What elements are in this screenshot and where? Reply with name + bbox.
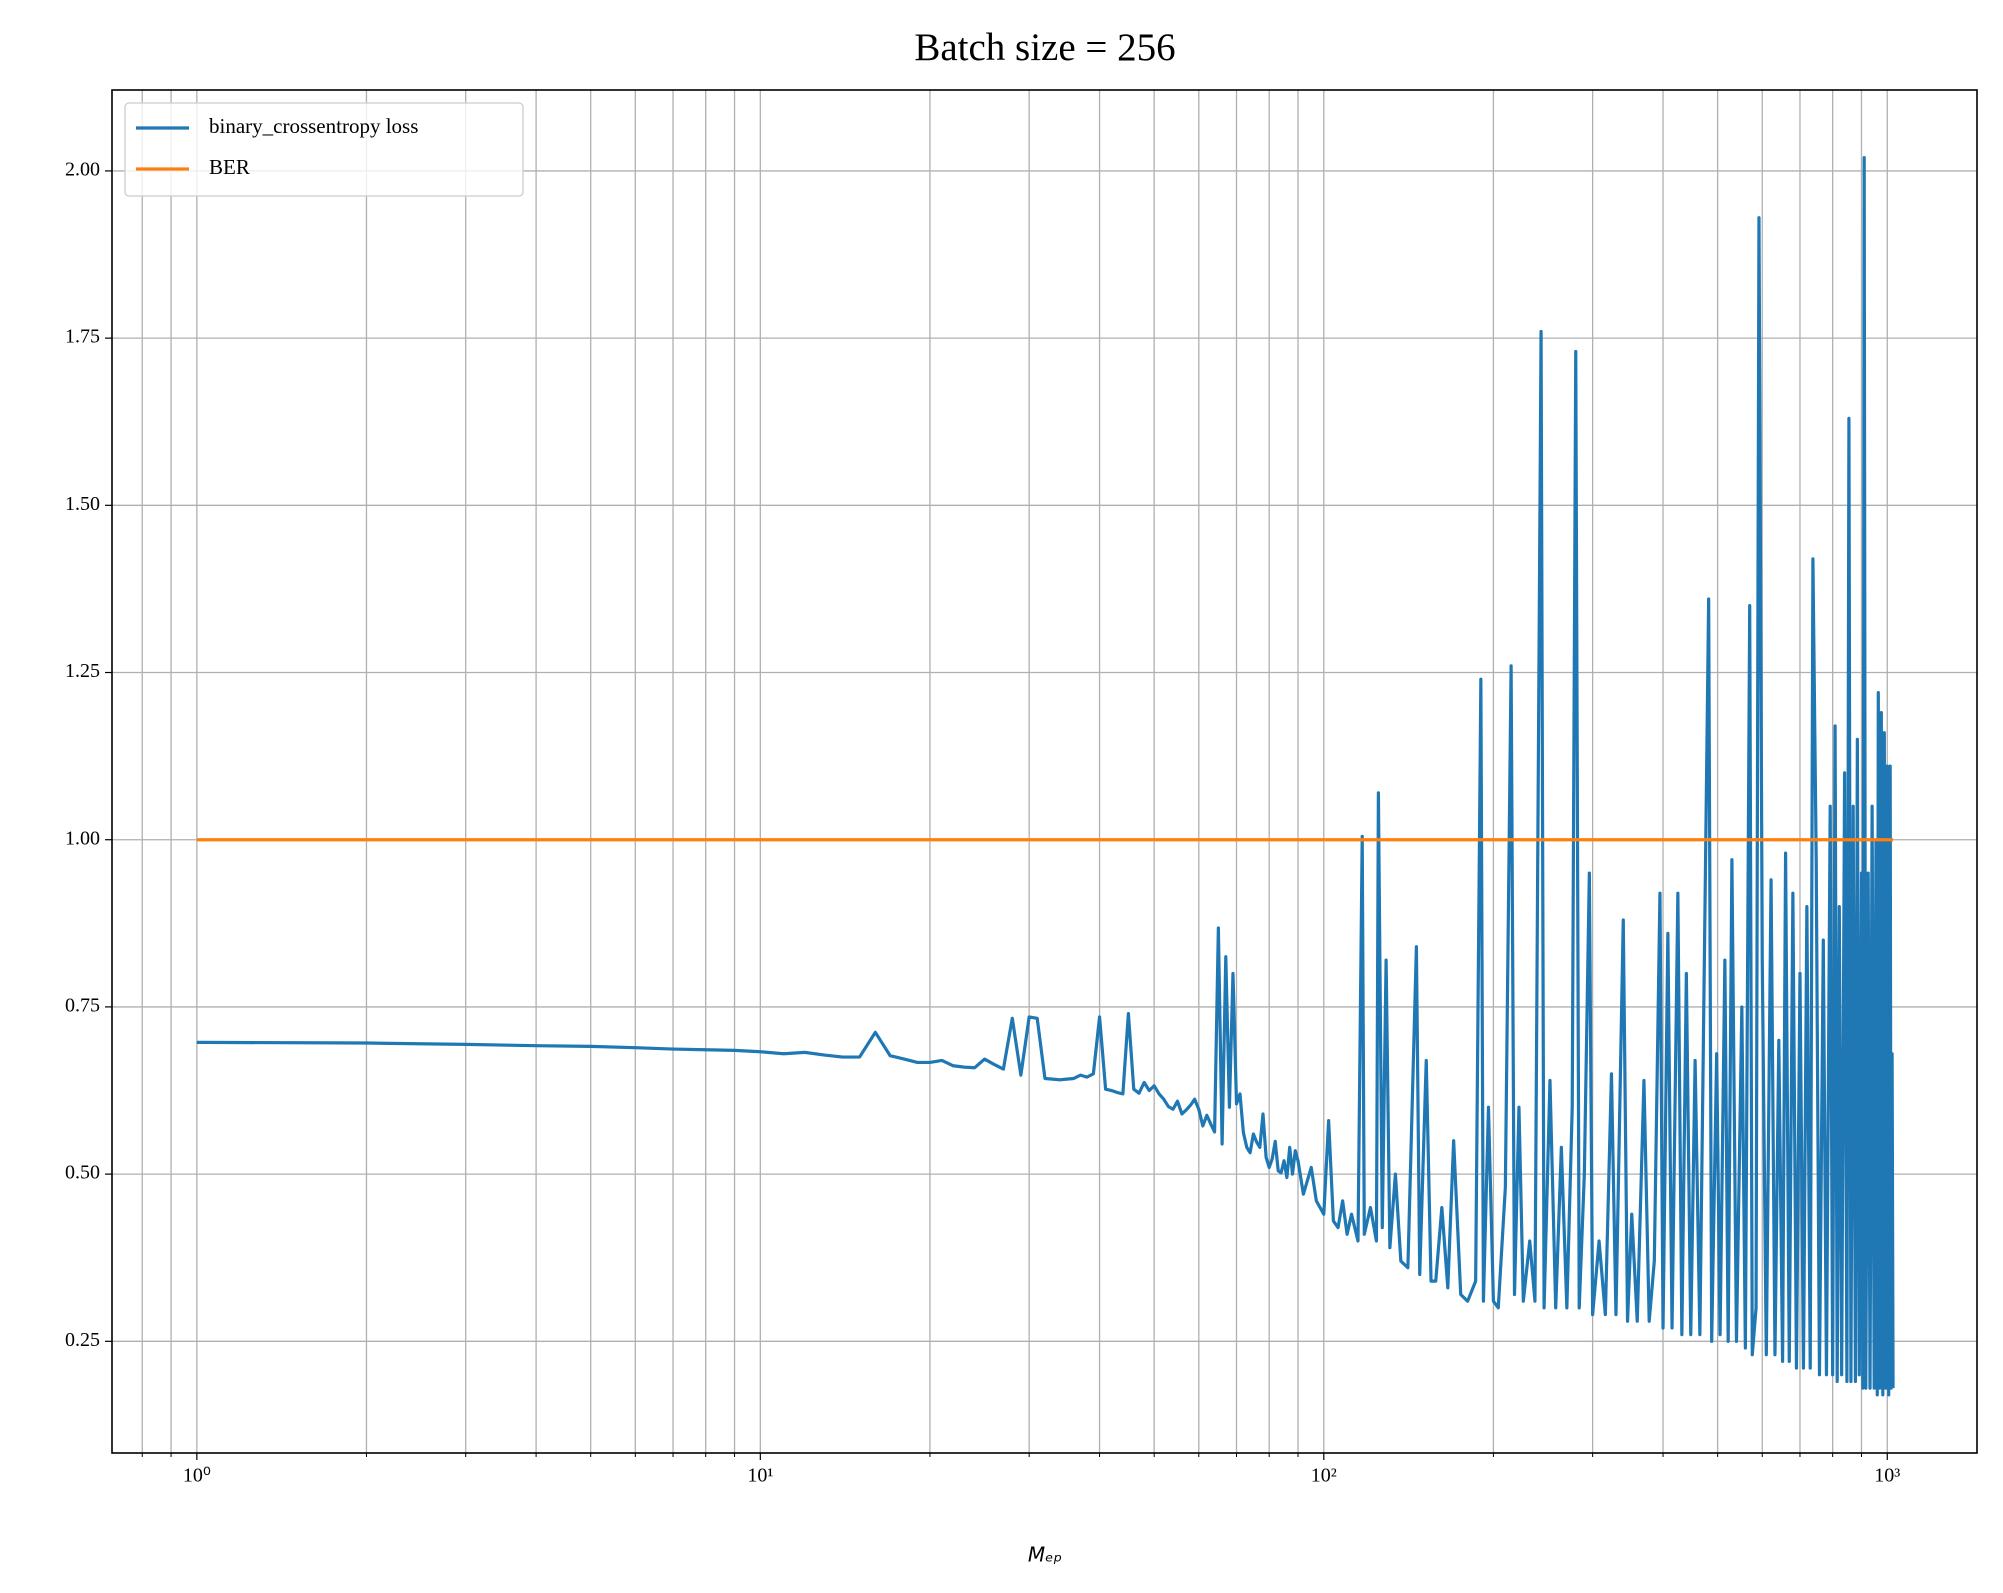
y-tick-label: 1.25 — [65, 660, 100, 682]
axes: 10⁰ 10¹ 10² 10³ 0.25 0.50 0.75 1.00 1.25 1.50 1.75… — [65, 89, 1978, 1487]
axes-frame — [111, 89, 1978, 1454]
y-tick-label: 2.00 — [65, 159, 100, 181]
y-tick-label: 1.50 — [65, 493, 100, 515]
legend-label: binary_crossentropy loss — [209, 114, 418, 138]
y-tick-label: 1.00 — [65, 827, 100, 849]
y-tick-label: 0.75 — [65, 995, 100, 1017]
x-tick-label: 10⁰ — [183, 1465, 211, 1487]
grid — [112, 90, 1977, 1453]
y-tick-label: 0.50 — [65, 1162, 100, 1184]
y-tick-label: 0.25 — [65, 1329, 100, 1351]
x-axis-label: Mₑₚ — [1028, 1543, 1062, 1567]
legend-box — [124, 102, 524, 197]
x-tick-label: 10³ — [1874, 1465, 1900, 1487]
x-tick-label: 10¹ — [747, 1465, 773, 1487]
plot-area — [196, 155, 1895, 1397]
legend-label: BER — [209, 155, 250, 179]
chart-title: Batch size = 256 — [914, 26, 1175, 69]
series-line — [196, 155, 1895, 1397]
y-tick-label: 1.75 — [65, 326, 100, 348]
x-tick-label: 10² — [1311, 1465, 1337, 1487]
legend: binary_crossentropy loss BER — [124, 102, 524, 197]
